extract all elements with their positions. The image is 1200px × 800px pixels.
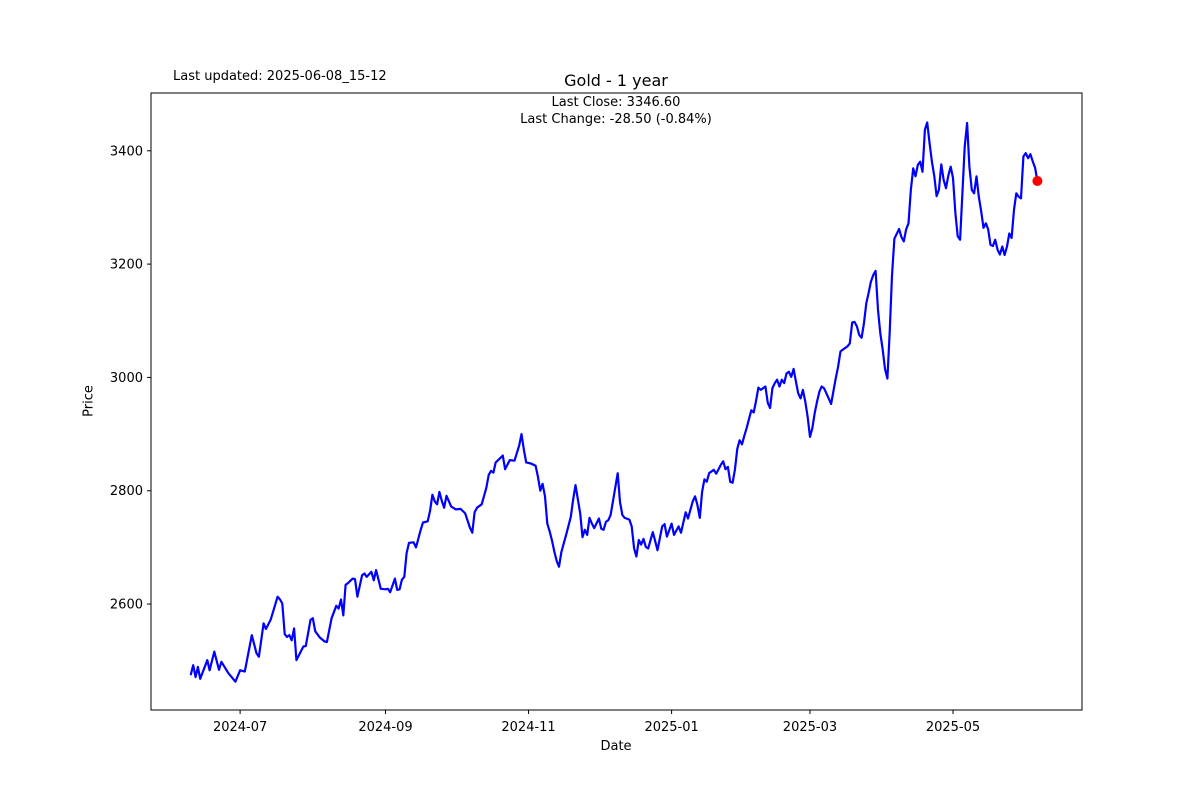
y-axis-label: Price <box>81 385 97 417</box>
x-tick-label: 2025-03 <box>783 720 837 735</box>
last-close-marker-dot <box>1032 176 1043 186</box>
x-tick-label: 2025-05 <box>926 720 980 735</box>
x-tick-label: 2024-09 <box>358 720 412 735</box>
axes-box <box>150 92 1083 711</box>
last-change-annotation: Last Change: -28.50 (-0.84%) <box>520 112 712 127</box>
x-tick-label: 2024-11 <box>501 720 555 735</box>
chart-title: Gold - 1 year <box>564 71 668 90</box>
y-tick-label: 3000 <box>110 371 143 386</box>
last-close-annotation: Last Close: 3346.60 <box>551 95 681 110</box>
y-tick-label: 3400 <box>110 144 143 159</box>
y-tick-label: 3200 <box>110 258 143 273</box>
y-tick-label: 2800 <box>110 484 143 499</box>
y-tick-label: 2600 <box>110 598 143 613</box>
x-tick-label: 2024-07 <box>213 720 267 735</box>
last-updated-annotation: Last updated: 2025-06-08_15-12 <box>173 69 387 84</box>
x-tick-label: 2025-01 <box>644 720 698 735</box>
x-axis-label: Date <box>600 739 632 754</box>
price-line <box>189 121 1039 683</box>
